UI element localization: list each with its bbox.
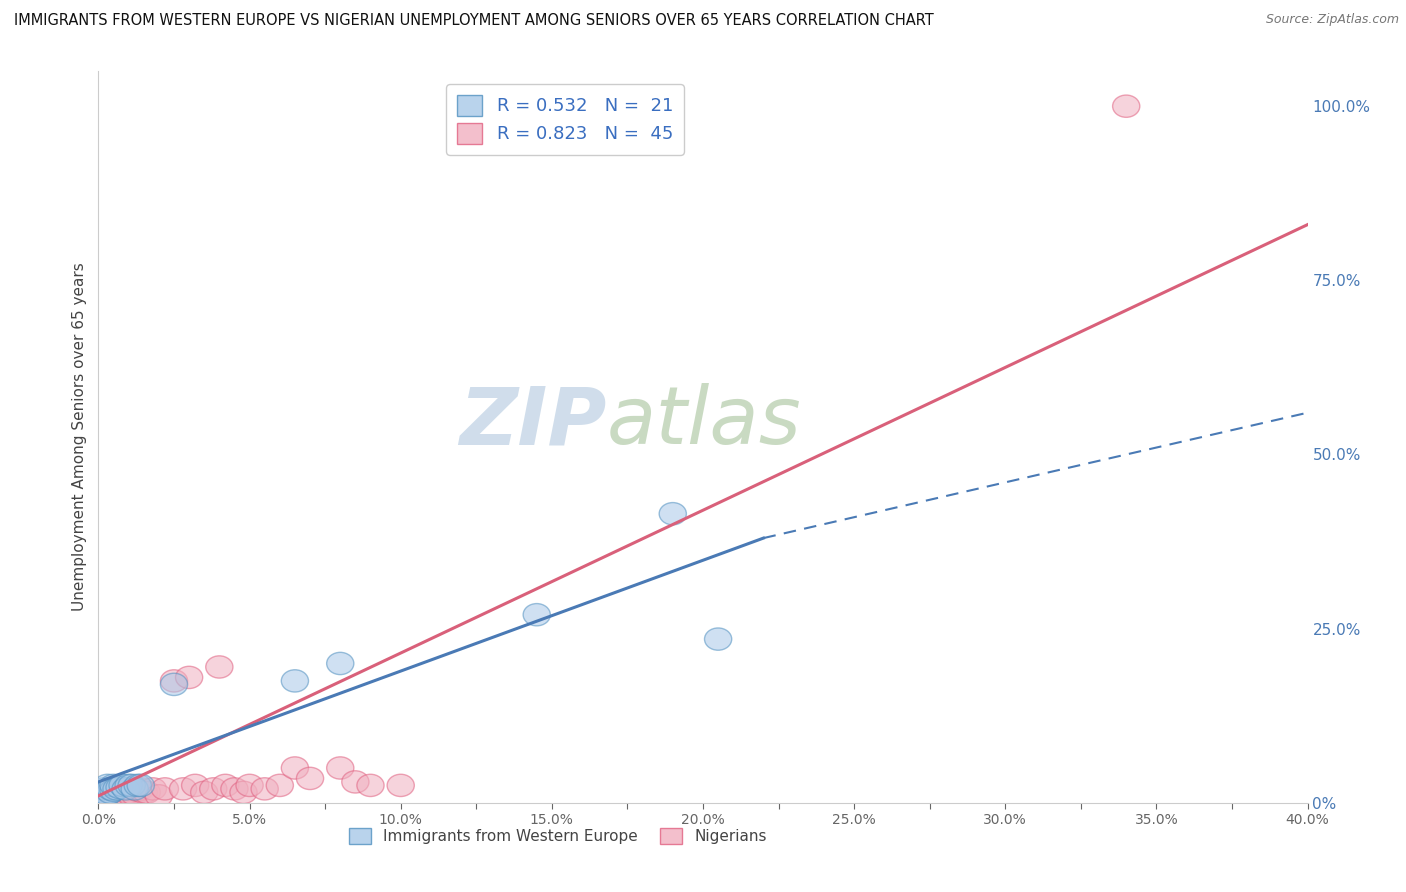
- Ellipse shape: [97, 781, 124, 804]
- Ellipse shape: [124, 779, 152, 801]
- Ellipse shape: [91, 778, 118, 800]
- Ellipse shape: [100, 779, 127, 801]
- Ellipse shape: [118, 774, 145, 797]
- Ellipse shape: [176, 666, 202, 689]
- Ellipse shape: [91, 786, 118, 808]
- Ellipse shape: [124, 774, 152, 797]
- Ellipse shape: [118, 785, 145, 807]
- Ellipse shape: [87, 783, 115, 805]
- Ellipse shape: [134, 781, 160, 804]
- Ellipse shape: [297, 767, 323, 789]
- Ellipse shape: [127, 778, 155, 800]
- Ellipse shape: [103, 785, 131, 807]
- Ellipse shape: [704, 628, 731, 650]
- Ellipse shape: [112, 783, 139, 805]
- Ellipse shape: [231, 781, 257, 804]
- Ellipse shape: [87, 786, 115, 808]
- Ellipse shape: [94, 774, 121, 797]
- Ellipse shape: [103, 778, 131, 800]
- Ellipse shape: [181, 774, 208, 797]
- Ellipse shape: [191, 781, 218, 804]
- Ellipse shape: [170, 778, 197, 800]
- Ellipse shape: [387, 774, 415, 797]
- Ellipse shape: [326, 652, 354, 674]
- Ellipse shape: [121, 778, 148, 800]
- Ellipse shape: [1112, 95, 1140, 118]
- Ellipse shape: [326, 756, 354, 779]
- Ellipse shape: [221, 778, 247, 800]
- Ellipse shape: [100, 783, 127, 805]
- Ellipse shape: [97, 785, 124, 807]
- Ellipse shape: [139, 778, 166, 800]
- Ellipse shape: [205, 656, 233, 678]
- Ellipse shape: [94, 783, 121, 805]
- Ellipse shape: [127, 774, 155, 797]
- Y-axis label: Unemployment Among Seniors over 65 years: Unemployment Among Seniors over 65 years: [72, 263, 87, 611]
- Ellipse shape: [91, 781, 118, 804]
- Ellipse shape: [523, 604, 550, 626]
- Ellipse shape: [91, 785, 118, 807]
- Legend: Immigrants from Western Europe, Nigerians: Immigrants from Western Europe, Nigerian…: [343, 822, 773, 850]
- Ellipse shape: [160, 670, 187, 692]
- Ellipse shape: [266, 774, 294, 797]
- Ellipse shape: [152, 778, 179, 800]
- Ellipse shape: [357, 774, 384, 797]
- Ellipse shape: [342, 771, 368, 793]
- Ellipse shape: [281, 670, 308, 692]
- Ellipse shape: [131, 781, 157, 804]
- Text: Source: ZipAtlas.com: Source: ZipAtlas.com: [1265, 13, 1399, 27]
- Ellipse shape: [87, 789, 115, 811]
- Ellipse shape: [145, 785, 173, 807]
- Ellipse shape: [97, 781, 124, 804]
- Ellipse shape: [87, 781, 115, 804]
- Ellipse shape: [115, 774, 142, 797]
- Ellipse shape: [212, 774, 239, 797]
- Ellipse shape: [115, 781, 142, 804]
- Ellipse shape: [236, 774, 263, 797]
- Ellipse shape: [100, 774, 127, 797]
- Ellipse shape: [105, 776, 134, 798]
- Ellipse shape: [87, 789, 115, 811]
- Ellipse shape: [100, 789, 127, 811]
- Ellipse shape: [110, 785, 136, 807]
- Ellipse shape: [112, 778, 139, 800]
- Text: ZIP: ZIP: [458, 384, 606, 461]
- Ellipse shape: [110, 774, 136, 797]
- Ellipse shape: [252, 778, 278, 800]
- Ellipse shape: [121, 783, 148, 805]
- Ellipse shape: [87, 785, 115, 807]
- Ellipse shape: [105, 781, 134, 804]
- Ellipse shape: [281, 756, 308, 779]
- Ellipse shape: [94, 789, 121, 811]
- Text: IMMIGRANTS FROM WESTERN EUROPE VS NIGERIAN UNEMPLOYMENT AMONG SENIORS OVER 65 YE: IMMIGRANTS FROM WESTERN EUROPE VS NIGERI…: [14, 13, 934, 29]
- Ellipse shape: [94, 785, 121, 807]
- Text: atlas: atlas: [606, 384, 801, 461]
- Ellipse shape: [97, 778, 124, 800]
- Ellipse shape: [160, 673, 187, 696]
- Ellipse shape: [659, 502, 686, 524]
- Ellipse shape: [200, 778, 226, 800]
